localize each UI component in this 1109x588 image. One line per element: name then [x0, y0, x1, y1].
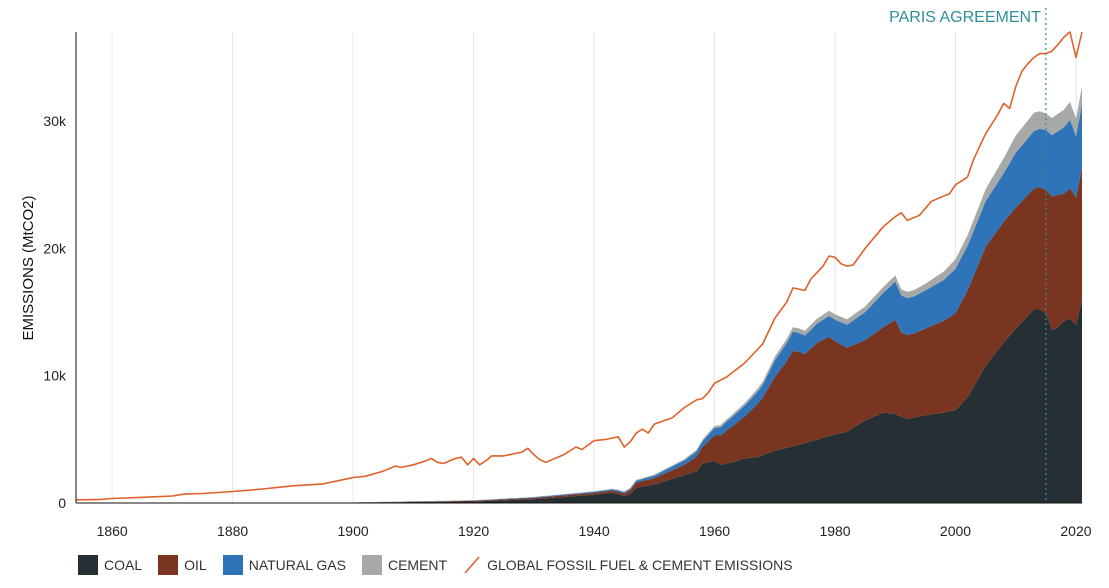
x-tick-labels: 1860 1880 1900 1920 1940 1960 1980 2000 2020 [97, 523, 1092, 539]
y-tick-labels: 0 10k 20k 30k [43, 113, 67, 511]
axes [75, 32, 1082, 504]
x-tick-label-1960: 1960 [699, 523, 730, 539]
x-tick-label-1860: 1860 [97, 523, 128, 539]
legend-label-natural-gas: NATURAL GAS [248, 557, 346, 573]
legend-swatch-oil [158, 555, 179, 575]
legend-swatch-cement [361, 555, 382, 575]
line-series [76, 31, 1083, 501]
paris-agreement-label: PARIS AGREEMENT [889, 9, 1041, 26]
x-tick-label-1920: 1920 [458, 523, 489, 539]
legend-item-cement: CEMENT [361, 555, 448, 575]
legend-swatch-coal [78, 555, 98, 575]
legend-label-coal: COAL [104, 557, 143, 573]
y-tick-label-10k: 10k [43, 368, 67, 384]
x-tick-label-1900: 1900 [338, 523, 369, 539]
x-tick-label-1880: 1880 [217, 523, 248, 539]
legend-line-glyph [464, 556, 480, 574]
x-tick-label-2020: 2020 [1060, 523, 1091, 539]
stacked-areas [76, 86, 1082, 503]
area-oil [76, 168, 1082, 503]
area-cement [76, 86, 1082, 503]
legend-swatch-global-fossil-fuel-cement-emissions [464, 556, 480, 574]
legend-label-cement: CEMENT [387, 557, 448, 573]
legend: COAL OIL NATURAL GAS CEMENT GLOBAL FOSSIL FU… [78, 553, 809, 577]
legend-item-coal: COAL [78, 555, 142, 575]
emissions-chart: 1860 1880 1900 1920 1940 1960 1980 2000 2020 0 10… [20, 8, 1092, 539]
legend-item-natural-gas: NATURAL GAS [222, 555, 346, 575]
legend-swatch-natural-gas [222, 555, 243, 575]
legend-label-oil: OIL [184, 557, 207, 573]
legend-item-global-fossil-fuel-cement-emissions: GLOBAL FOSSIL FUEL & CEMENT EMISSIONS [463, 555, 793, 575]
x-tick-label-1980: 1980 [819, 523, 850, 539]
area-coal [76, 299, 1082, 503]
legend-label-global-fossil-fuel-cement-emissions: GLOBAL FOSSIL FUEL & CEMENT EMISSIONS [487, 557, 793, 573]
paris-agreement-annotation: PARIS AGREEMENT [889, 8, 1047, 503]
y-axis-title: EMISSIONS (MtCO2) [20, 195, 37, 340]
x-tick-label-2000: 2000 [940, 523, 971, 539]
line-global-emissions [76, 31, 1083, 501]
x-tick-label-1940: 1940 [578, 523, 609, 539]
area-natural-gas [76, 104, 1082, 503]
y-tick-label-30k: 30k [43, 113, 67, 129]
y-tick-label-20k: 20k [43, 240, 67, 256]
legend-item-oil: OIL [158, 555, 207, 575]
y-tick-label-0: 0 [58, 495, 66, 511]
